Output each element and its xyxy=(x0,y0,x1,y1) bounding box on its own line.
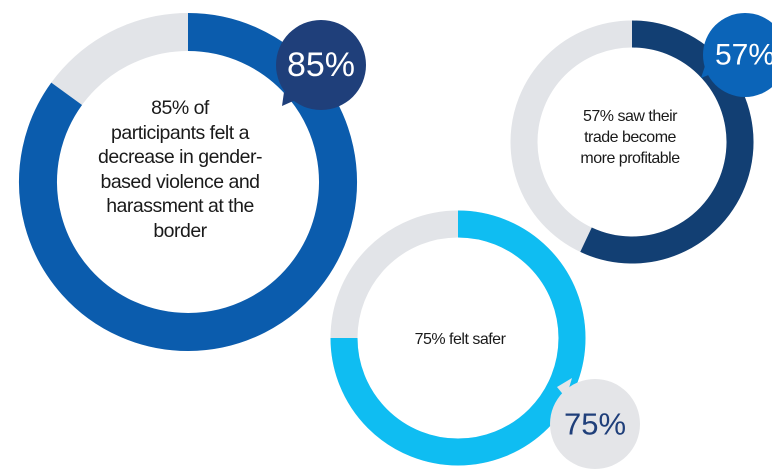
caption-line: based violence and xyxy=(100,170,260,193)
caption-line: 57% saw their xyxy=(583,108,678,125)
percent-badge: 85% xyxy=(276,20,366,110)
percent-badge: 75% xyxy=(550,378,640,469)
caption-line: decrease in gender- xyxy=(98,146,262,168)
caption-line: 85% of xyxy=(151,97,209,119)
badge-circle xyxy=(703,13,772,97)
donut-57-caption: 57% saw their trade become more profitab… xyxy=(550,106,710,169)
donut-value-arc xyxy=(580,20,754,264)
badge-label: 75% xyxy=(564,407,626,442)
donut-75 xyxy=(330,210,586,466)
badge-label: 85% xyxy=(287,46,355,84)
caption-line: trade become xyxy=(584,129,676,146)
badge-circle xyxy=(550,379,640,469)
donut-57 xyxy=(510,20,754,264)
badge-circle xyxy=(276,20,366,110)
caption-line: 75% felt safer xyxy=(414,331,506,348)
donut-value-arc xyxy=(330,210,586,466)
caption-line: more profitable xyxy=(580,150,680,167)
badge-tail xyxy=(557,378,572,398)
percent-badge: 57% xyxy=(701,13,772,97)
caption-line: harassment at the xyxy=(106,195,254,217)
badge-tail xyxy=(282,92,300,106)
badge-label: 57% xyxy=(715,39,772,72)
donut-85-caption: 85% of participants felt a decrease in g… xyxy=(63,96,297,243)
caption-line: participants felt a xyxy=(111,121,249,144)
caption-line: border xyxy=(153,219,207,242)
donut-75-caption: 75% felt safer xyxy=(375,330,545,350)
